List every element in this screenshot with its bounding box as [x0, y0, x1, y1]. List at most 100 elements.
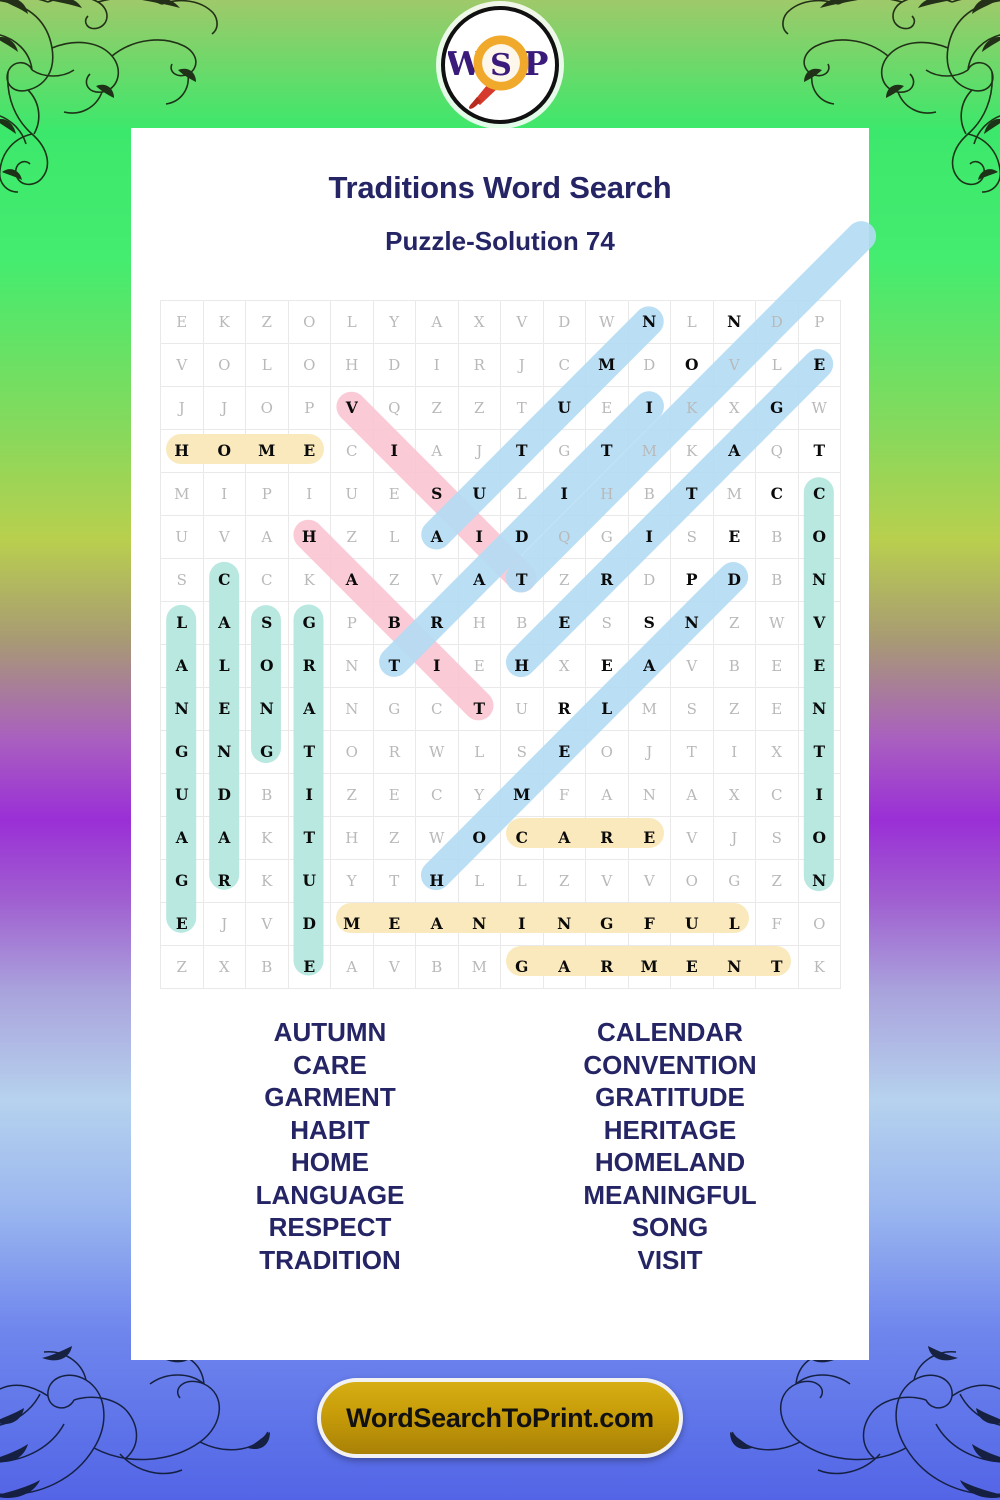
grid-cell[interactable]: E	[585, 644, 629, 688]
grid-cell[interactable]: E	[160, 902, 204, 946]
grid-cell[interactable]: E	[457, 644, 501, 688]
grid-cell[interactable]: P	[797, 300, 841, 344]
grid-cell[interactable]: A	[542, 945, 586, 989]
grid-cell[interactable]: A	[160, 644, 204, 688]
grid-cell[interactable]: A	[330, 558, 374, 602]
grid-cell[interactable]: X	[755, 730, 799, 774]
grid-cell[interactable]: E	[202, 687, 246, 731]
grid-cell[interactable]: A	[160, 816, 204, 860]
grid-cell[interactable]: I	[415, 644, 459, 688]
grid-cell[interactable]: Z	[457, 386, 501, 430]
grid-cell[interactable]: E	[755, 644, 799, 688]
website-button[interactable]: WordSearchToPrint.com	[317, 1378, 683, 1458]
grid-cell[interactable]: G	[500, 945, 544, 989]
grid-cell[interactable]: E	[797, 644, 841, 688]
grid-cell[interactable]: O	[457, 816, 501, 860]
grid-cell[interactable]: V	[627, 859, 671, 903]
grid-cell[interactable]: E	[627, 816, 671, 860]
grid-cell[interactable]: M	[627, 687, 671, 731]
grid-cell[interactable]: Z	[712, 601, 756, 645]
grid-cell[interactable]: K	[245, 816, 289, 860]
grid-cell[interactable]: R	[202, 859, 246, 903]
grid-cell[interactable]: R	[415, 601, 459, 645]
grid-cell[interactable]: X	[202, 945, 246, 989]
grid-cell[interactable]: A	[202, 601, 246, 645]
grid-cell[interactable]: U	[457, 472, 501, 516]
grid-cell[interactable]: S	[245, 601, 289, 645]
grid-cell[interactable]: J	[712, 816, 756, 860]
grid-cell[interactable]: L	[372, 515, 416, 559]
grid-cell[interactable]: V	[160, 343, 204, 387]
grid-cell[interactable]: C	[755, 472, 799, 516]
grid-cell[interactable]: S	[500, 730, 544, 774]
grid-cell[interactable]: Z	[542, 558, 586, 602]
grid-cell[interactable]: C	[202, 558, 246, 602]
grid-cell[interactable]: A	[415, 515, 459, 559]
grid-cell[interactable]: U	[500, 687, 544, 731]
grid-cell[interactable]: E	[287, 945, 331, 989]
grid-cell[interactable]: V	[585, 859, 629, 903]
grid-cell[interactable]: B	[415, 945, 459, 989]
grid-cell[interactable]: Z	[330, 773, 374, 817]
grid-cell[interactable]: N	[670, 601, 714, 645]
grid-cell[interactable]: C	[330, 429, 374, 473]
grid-cell[interactable]: R	[372, 730, 416, 774]
grid-cell[interactable]: M	[245, 429, 289, 473]
grid-cell[interactable]: E	[712, 515, 756, 559]
grid-cell[interactable]: Z	[245, 300, 289, 344]
grid-cell[interactable]: I	[627, 386, 671, 430]
grid-cell[interactable]: A	[415, 429, 459, 473]
grid-cell[interactable]: U	[160, 515, 204, 559]
grid-cell[interactable]: X	[712, 386, 756, 430]
grid-cell[interactable]: S	[755, 816, 799, 860]
grid-cell[interactable]: I	[500, 902, 544, 946]
grid-cell[interactable]: I	[287, 773, 331, 817]
grid-cell[interactable]: N	[330, 687, 374, 731]
grid-cell[interactable]: V	[245, 902, 289, 946]
grid-cell[interactable]: T	[372, 644, 416, 688]
grid-cell[interactable]: Z	[755, 859, 799, 903]
grid-cell[interactable]: H	[287, 515, 331, 559]
grid-cell[interactable]: G	[755, 386, 799, 430]
grid-cell[interactable]: A	[287, 687, 331, 731]
grid-cell[interactable]: X	[542, 644, 586, 688]
grid-cell[interactable]: C	[415, 687, 459, 731]
grid-cell[interactable]: S	[627, 601, 671, 645]
grid-cell[interactable]: N	[712, 945, 756, 989]
grid-cell[interactable]: D	[542, 300, 586, 344]
grid-cell[interactable]: R	[585, 558, 629, 602]
word-search-grid[interactable]: E K Z O L Y A X V D W N L N D P V O L O H D I R J C M D O V L E J J O P V Q Z Z…	[160, 300, 841, 989]
grid-cell[interactable]: W	[755, 601, 799, 645]
grid-cell[interactable]: D	[627, 558, 671, 602]
grid-cell[interactable]: D	[627, 343, 671, 387]
grid-cell[interactable]: L	[330, 300, 374, 344]
grid-cell[interactable]: T	[797, 429, 841, 473]
grid-cell[interactable]: D	[202, 773, 246, 817]
grid-cell[interactable]: U	[670, 902, 714, 946]
grid-cell[interactable]: T	[287, 816, 331, 860]
grid-cell[interactable]: H	[457, 601, 501, 645]
grid-cell[interactable]: O	[585, 730, 629, 774]
grid-cell[interactable]: A	[330, 945, 374, 989]
grid-cell[interactable]: E	[585, 386, 629, 430]
grid-cell[interactable]: H	[500, 644, 544, 688]
grid-cell[interactable]: S	[670, 687, 714, 731]
grid-cell[interactable]: E	[372, 773, 416, 817]
grid-cell[interactable]: J	[202, 386, 246, 430]
grid-cell[interactable]: V	[712, 343, 756, 387]
grid-cell[interactable]: N	[542, 902, 586, 946]
grid-cell[interactable]: A	[245, 515, 289, 559]
grid-cell[interactable]: O	[330, 730, 374, 774]
grid-cell[interactable]: U	[330, 472, 374, 516]
grid-cell[interactable]: F	[755, 902, 799, 946]
grid-cell[interactable]: A	[585, 773, 629, 817]
grid-cell[interactable]: N	[797, 558, 841, 602]
grid-cell[interactable]: M	[160, 472, 204, 516]
grid-cell[interactable]: F	[627, 902, 671, 946]
grid-cell[interactable]: O	[287, 300, 331, 344]
grid-cell[interactable]: E	[372, 902, 416, 946]
grid-cell[interactable]: D	[712, 558, 756, 602]
grid-cell[interactable]: S	[585, 601, 629, 645]
grid-cell[interactable]: W	[415, 816, 459, 860]
grid-cell[interactable]: N	[330, 644, 374, 688]
